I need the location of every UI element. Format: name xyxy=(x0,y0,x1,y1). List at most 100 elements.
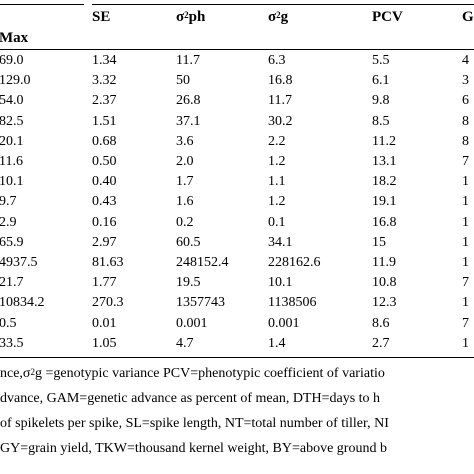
cell-gcv: 1 xyxy=(462,215,469,230)
cell-se: 0.01 xyxy=(92,316,117,331)
cell-sigma2-g: 10.1 xyxy=(268,275,293,290)
cell-se: 0.50 xyxy=(92,154,117,169)
cell-max: 129.0 xyxy=(0,73,31,88)
cell-sigma2-ph: 1357743 xyxy=(176,295,225,310)
cell-sigma2-ph: 37.1 xyxy=(176,114,201,129)
cell-sigma2-g: 1.2 xyxy=(268,154,286,169)
cell-max: 33.5 xyxy=(0,336,24,351)
cell-sigma2-g: 11.7 xyxy=(268,93,292,108)
cell-max: 10834.2 xyxy=(0,295,45,310)
cell-pcv: 16.8 xyxy=(372,215,397,230)
cell-gcv: 4 xyxy=(462,53,469,68)
cell-max: 54.0 xyxy=(0,93,24,108)
footnote-line-2: dvance, GAM=genetic advance as percent o… xyxy=(0,391,381,406)
cell-sigma2-ph: 50 xyxy=(176,73,190,88)
cell-sigma2-ph: 0.2 xyxy=(176,215,194,230)
cell-max: 0.5 xyxy=(0,316,17,331)
cell-se: 0.16 xyxy=(92,215,117,230)
cell-sigma2-ph: 4.7 xyxy=(176,336,194,351)
table-bottom-rule xyxy=(0,357,474,358)
cell-sigma2-ph: 248152.4 xyxy=(176,255,229,270)
cell-sigma2-ph: 0.001 xyxy=(176,316,208,331)
cell-sigma2-g: 0.001 xyxy=(268,316,300,331)
cell-sigma2-g: 1.4 xyxy=(268,336,286,351)
cell-max: 2.9 xyxy=(0,215,17,230)
header-max: Max xyxy=(0,30,29,46)
cell-se: 270.3 xyxy=(92,295,124,310)
cell-se: 0.40 xyxy=(92,174,117,189)
table-top-rule xyxy=(0,4,84,5)
cell-sigma2-g: 1.2 xyxy=(268,194,286,209)
cell-max: 82.5 xyxy=(0,114,24,129)
cell-sigma2-g: 228162.6 xyxy=(268,255,321,270)
cell-pcv: 15 xyxy=(372,235,386,250)
cell-sigma2-g: 1.1 xyxy=(268,174,286,189)
footnote-line-3: of spikelets per spike, SL=spike length,… xyxy=(0,416,389,431)
cell-max: 69.0 xyxy=(0,53,24,68)
cell-sigma2-g: 1138506 xyxy=(268,295,317,310)
cell-pcv: 12.3 xyxy=(372,295,397,310)
cell-se: 2.97 xyxy=(92,235,117,250)
cell-pcv: 13.1 xyxy=(372,154,397,169)
cell-se: 1.05 xyxy=(92,336,117,351)
cell-pcv: 8.6 xyxy=(372,316,390,331)
cell-pcv: 2.7 xyxy=(372,336,390,351)
cell-max: 4937.5 xyxy=(0,255,38,270)
table-header-rule xyxy=(0,49,474,50)
cell-sigma2-ph: 60.5 xyxy=(176,235,201,250)
cell-pcv: 9.8 xyxy=(372,93,390,108)
cell-gcv: 7 xyxy=(462,316,469,331)
cell-se: 1.34 xyxy=(92,53,117,68)
cell-pcv: 6.1 xyxy=(372,73,390,88)
cell-se: 1.77 xyxy=(92,275,117,290)
cell-max: 21.7 xyxy=(0,275,24,290)
header-gcv: G xyxy=(462,9,474,25)
cell-sigma2-g: 2.2 xyxy=(268,134,286,149)
cell-pcv: 11.9 xyxy=(372,255,396,270)
cell-gcv: 1 xyxy=(462,295,469,310)
table-top-rule-right xyxy=(92,4,474,5)
cell-sigma2-ph: 1.6 xyxy=(176,194,194,209)
cell-gcv: 1 xyxy=(462,235,469,250)
cell-sigma2-ph: 2.0 xyxy=(176,154,194,169)
cell-gcv: 3 xyxy=(462,73,469,88)
cell-gcv: 7 xyxy=(462,275,469,290)
header-sigma2-ph: σ2ph xyxy=(176,9,206,25)
cell-se: 1.51 xyxy=(92,114,117,129)
cell-pcv: 8.5 xyxy=(372,114,390,129)
cell-se: 0.43 xyxy=(92,194,117,209)
cell-sigma2-g: 30.2 xyxy=(268,114,293,129)
cell-max: 20.1 xyxy=(0,134,24,149)
cell-sigma2-g: 0.1 xyxy=(268,215,286,230)
cell-se: 3.32 xyxy=(92,73,117,88)
cell-se: 81.63 xyxy=(92,255,124,270)
cell-pcv: 18.2 xyxy=(372,174,397,189)
cell-gcv: 1 xyxy=(462,255,469,270)
cell-sigma2-ph: 26.8 xyxy=(176,93,201,108)
cell-sigma2-ph: 3.6 xyxy=(176,134,194,149)
footnote-line-1: nce,σ2g =genotypic variance PCV=phenotyp… xyxy=(0,366,385,381)
cell-gcv: 6 xyxy=(462,93,469,108)
cell-gcv: 8 xyxy=(462,114,469,129)
cell-max: 9.7 xyxy=(0,194,17,209)
cell-pcv: 11.2 xyxy=(372,134,396,149)
cell-pcv: 10.8 xyxy=(372,275,397,290)
cell-sigma2-ph: 1.7 xyxy=(176,174,194,189)
cell-se: 2.37 xyxy=(92,93,117,108)
footnote-line-4: GY=grain yield, TKW=thousand kernel weig… xyxy=(0,441,387,456)
cell-max: 11.6 xyxy=(0,154,23,169)
header-pcv: PCV xyxy=(372,9,403,25)
cell-gcv: 1 xyxy=(462,336,469,351)
cell-pcv: 19.1 xyxy=(372,194,397,209)
header-sigma2-g: σ2g xyxy=(268,9,289,25)
cell-sigma2-ph: 19.5 xyxy=(176,275,201,290)
cell-max: 65.9 xyxy=(0,235,24,250)
cell-gcv: 1 xyxy=(462,174,469,189)
cell-sigma2-g: 6.3 xyxy=(268,53,286,68)
cell-sigma2-g: 16.8 xyxy=(268,73,293,88)
cell-gcv: 1 xyxy=(462,194,469,209)
cell-se: 0.68 xyxy=(92,134,117,149)
cell-pcv: 5.5 xyxy=(372,53,390,68)
cell-gcv: 8 xyxy=(462,134,469,149)
